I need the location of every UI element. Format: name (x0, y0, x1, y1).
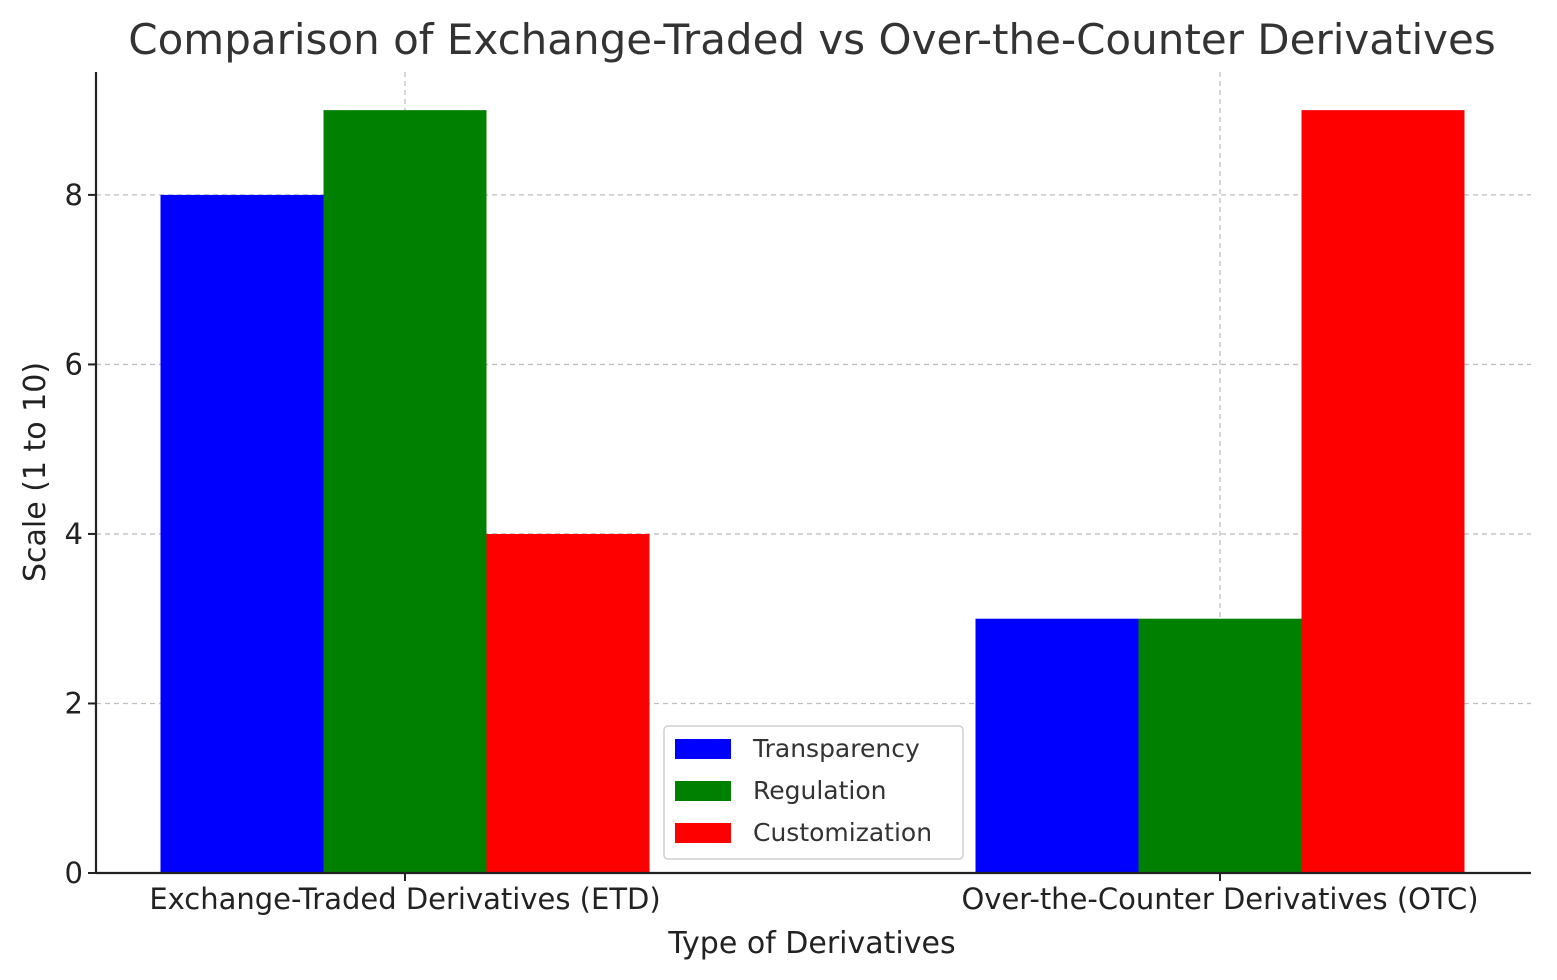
y-tick-label: 8 (65, 178, 83, 212)
bar-regulation-1 (1138, 618, 1302, 873)
y-tick-label: 0 (65, 856, 83, 890)
legend: Transparency Regulation Customization (663, 725, 964, 860)
bar-customization-0 (486, 533, 650, 873)
y-axis-label: Scale (1 to 10) (18, 362, 53, 582)
x-tick-label: Exchange-Traded Derivatives (ETD) (149, 882, 660, 916)
y-tick-label: 6 (65, 347, 83, 381)
legend-swatch-regulation (675, 781, 731, 801)
x-axis-label: Type of Derivatives (667, 926, 955, 961)
y-tick-label: 4 (65, 517, 83, 551)
axes (94, 72, 1531, 875)
legend-swatch-customization (675, 823, 731, 843)
bar-customization-1 (1301, 110, 1465, 873)
tick-labels: 0 2 4 6 8 Exchange-Traded Derivatives (ETD) Ov… (65, 178, 1479, 916)
legend-label-customization: Customization (753, 818, 932, 847)
legend-box (663, 725, 964, 860)
legend-swatch-transparency (675, 739, 731, 759)
chart-title: Comparison of Exchange-Traded vs Over-th… (128, 15, 1495, 64)
bar-transparency-1 (975, 618, 1139, 873)
legend-label-regulation: Regulation (753, 776, 887, 805)
y-tick-label: 2 (65, 686, 83, 720)
bar-regulation-0 (323, 110, 487, 873)
bar-transparency-0 (160, 194, 324, 873)
legend-label-transparency: Transparency (752, 734, 920, 763)
x-tick-label: Over-the-Counter Derivatives (OTC) (961, 882, 1478, 916)
bars (160, 110, 1465, 873)
